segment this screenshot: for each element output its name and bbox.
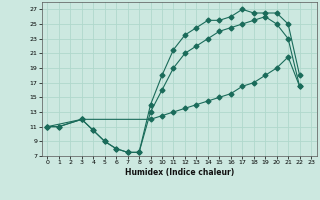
X-axis label: Humidex (Indice chaleur): Humidex (Indice chaleur) [124, 168, 234, 177]
